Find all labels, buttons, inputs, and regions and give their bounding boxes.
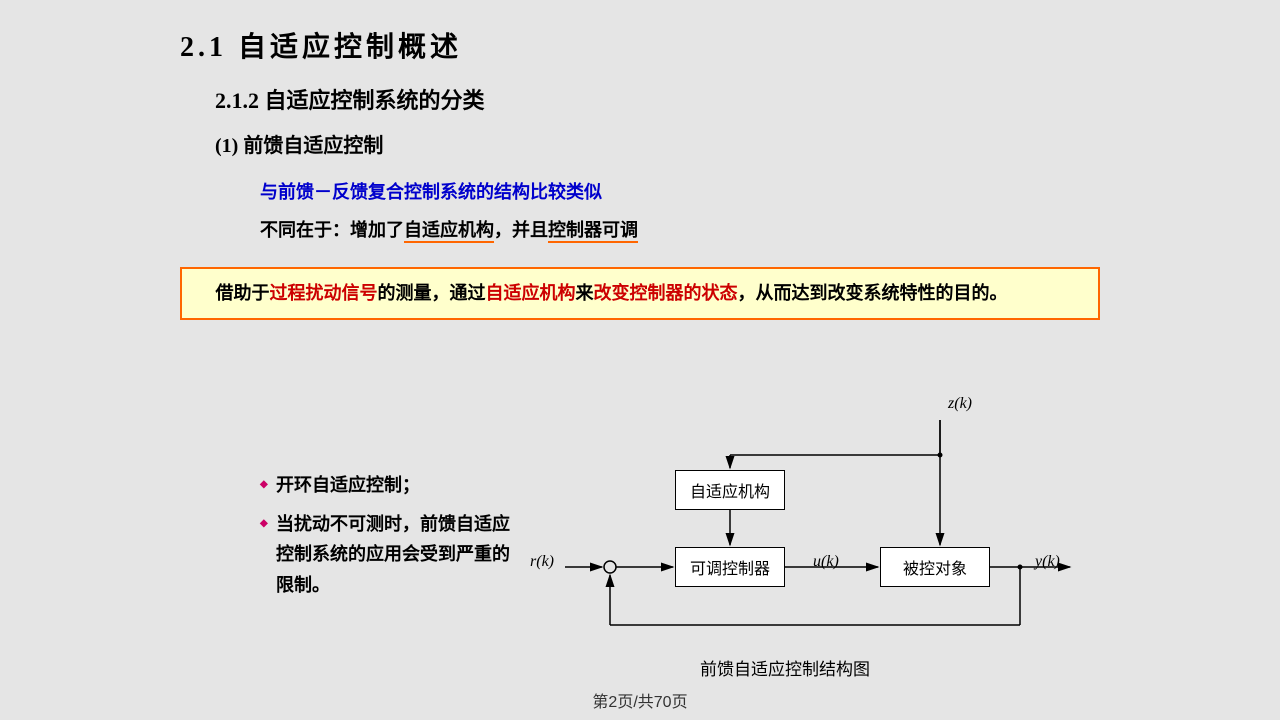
box-a: 借助于 [216,283,270,303]
box-b: 过程扰动信号 [270,283,378,303]
heading-2: 2.1.2 自适应控制系统的分类 [215,83,1100,115]
bullet-2: 当扰动不可测时，前馈自适应控制系统的应用会受到严重的限制。 [260,509,510,601]
heading-1: 2.1 自适应控制概述 [180,25,1100,65]
diff-d: 控制器可调 [548,220,638,243]
heading-3: (1) 前馈自适应控制 [215,129,1100,158]
box-e: 来 [576,283,594,303]
diagram-svg [530,395,1090,685]
block-diagram: 自适应机构 可调控制器 被控对象 r(k) u(k) y(k) z(k) 前馈自… [530,395,1090,685]
box-c: 的测量，通过 [378,283,486,303]
diff-a: 不同在于：增加了 [260,220,404,240]
compare-line: 与前馈－反馈复合控制系统的结构比较类似 [260,178,1100,204]
highlight-box: 借助于过程扰动信号的测量，通过自适应机构来改变控制器的状态，从而达到改变系统特性… [180,267,1100,320]
bullet-list: 开环自适应控制； 当扰动不可测时，前馈自适应控制系统的应用会受到严重的限制。 [260,470,510,608]
diff-c: ，并且 [494,220,548,240]
diff-line: 不同在于：增加了自适应机构，并且控制器可调 [260,216,1100,242]
box-g: ，从而达到改变系统特性的目的。 [738,283,1008,303]
box-f: 改变控制器的状态 [594,283,738,303]
box-d: 自适应机构 [486,283,576,303]
diff-b: 自适应机构 [404,220,494,243]
bullet-1: 开环自适应控制； [260,470,510,501]
page-number: 第2页/共70页 [592,688,687,712]
